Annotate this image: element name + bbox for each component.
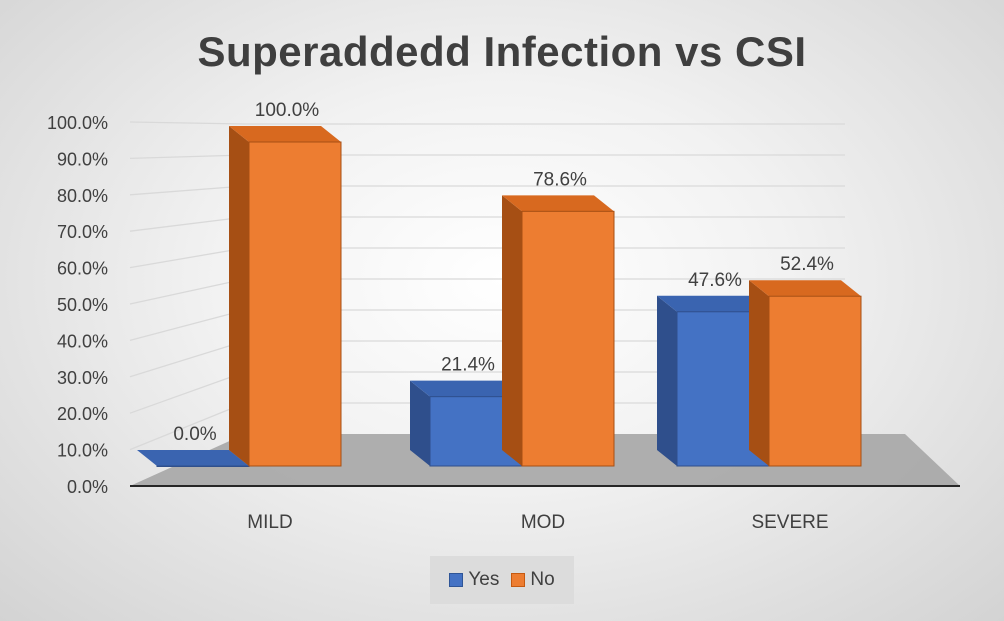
legend-label-yes: Yes bbox=[468, 569, 500, 590]
bar-top-no-severe bbox=[749, 280, 861, 297]
y-tick-label: 60.0% bbox=[57, 259, 108, 279]
y-tick-label: 100.0% bbox=[47, 113, 108, 133]
bar-top-yes-mild bbox=[137, 450, 249, 466]
data-label-yes-mild: 0.0% bbox=[173, 424, 216, 445]
gridline bbox=[129, 121, 845, 125]
legend-label-no: No bbox=[530, 569, 555, 590]
legend-swatch-no bbox=[511, 573, 526, 587]
data-label-no-mod: 78.6% bbox=[533, 169, 587, 190]
bar-no-mod bbox=[521, 210, 615, 467]
data-label-no-severe: 52.4% bbox=[780, 254, 834, 275]
bar-top-no-mod bbox=[502, 195, 614, 212]
legend-item-no: No bbox=[511, 569, 555, 591]
data-label-no-mild: 100.0% bbox=[255, 100, 320, 121]
bar-top-yes-severe bbox=[657, 295, 769, 312]
data-label-yes-mod: 21.4% bbox=[441, 355, 495, 376]
chart-title: Superaddedd Infection vs CSI bbox=[197, 28, 807, 75]
y-tick-label: 70.0% bbox=[57, 222, 108, 242]
legend-item-yes: Yes bbox=[449, 569, 499, 591]
bar-side-no-severe bbox=[749, 280, 769, 466]
bar-yes-mild bbox=[156, 465, 250, 467]
y-tick-label: 90.0% bbox=[57, 149, 108, 169]
bar-no-mild bbox=[248, 141, 342, 467]
bar-side-yes-mod bbox=[410, 380, 430, 466]
bar-side-yes-severe bbox=[657, 295, 677, 466]
y-tick-label: 30.0% bbox=[57, 368, 108, 388]
bar-top-yes-mod bbox=[410, 380, 522, 397]
bar-side-no-mod bbox=[502, 195, 522, 466]
x-tick-label: MILD bbox=[247, 512, 292, 533]
legend: Yes No bbox=[430, 556, 574, 604]
data-label-yes-severe: 47.6% bbox=[688, 270, 742, 291]
x-tick-label: SEVERE bbox=[751, 512, 828, 533]
x-tick-label: MOD bbox=[521, 512, 565, 533]
bar-side-no-mild bbox=[229, 126, 249, 466]
legend-swatch-yes bbox=[449, 573, 464, 587]
y-tick-label: 50.0% bbox=[57, 295, 108, 315]
y-tick-label: 40.0% bbox=[57, 331, 108, 351]
bar-no-severe bbox=[768, 295, 862, 467]
y-tick-label: 10.0% bbox=[57, 441, 108, 461]
y-tick-label: 20.0% bbox=[57, 404, 108, 424]
y-tick-label: 80.0% bbox=[57, 186, 108, 206]
bar-top-no-mild bbox=[229, 126, 341, 142]
y-tick-label: 0.0% bbox=[67, 477, 108, 497]
